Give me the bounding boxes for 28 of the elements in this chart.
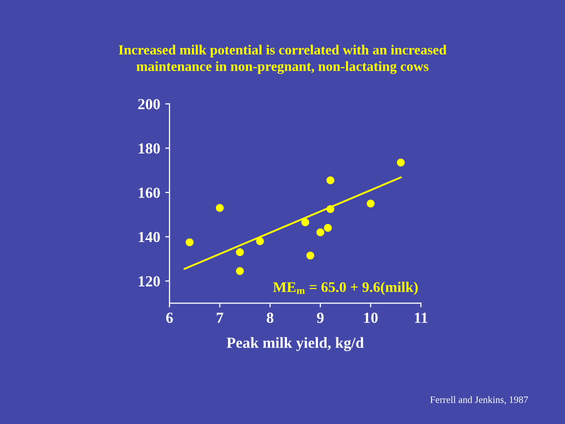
y-tick-label: 160	[138, 188, 160, 198]
y-tick-label: 120	[138, 276, 160, 286]
x-axis-title: Peak milk yield, kg/d	[226, 337, 364, 352]
x-tick-label: 7	[216, 312, 224, 323]
annotation: ME$_{m}$ = 65.0 + 9.6(milk)	[273, 282, 418, 295]
point	[324, 224, 332, 232]
point	[186, 238, 194, 246]
point	[236, 248, 244, 256]
y-tick-label: 140	[138, 232, 160, 242]
point	[256, 237, 264, 246]
x-tick-label: 10	[364, 312, 378, 323]
x-tick-label: 6	[166, 312, 173, 323]
x-tick-label: 9	[316, 312, 324, 323]
x-tick-label: 11	[414, 312, 428, 323]
point	[326, 176, 334, 184]
point	[396, 158, 405, 167]
point	[216, 204, 224, 212]
chart-title: Increased milk potential is correlated with an increased maintenance in non-pregnant, non-lactating cows	[118, 44, 447, 74]
point	[301, 218, 310, 226]
text: Ferrell and Jenkins, 1987	[430, 396, 528, 404]
point	[316, 228, 324, 236]
point	[236, 267, 244, 276]
point	[326, 205, 334, 214]
point	[366, 200, 375, 208]
x-tick-label: 8	[266, 312, 274, 323]
y-tick-label: 180	[138, 143, 160, 154]
point	[306, 252, 314, 260]
y-tick-label: 200	[138, 99, 160, 110]
